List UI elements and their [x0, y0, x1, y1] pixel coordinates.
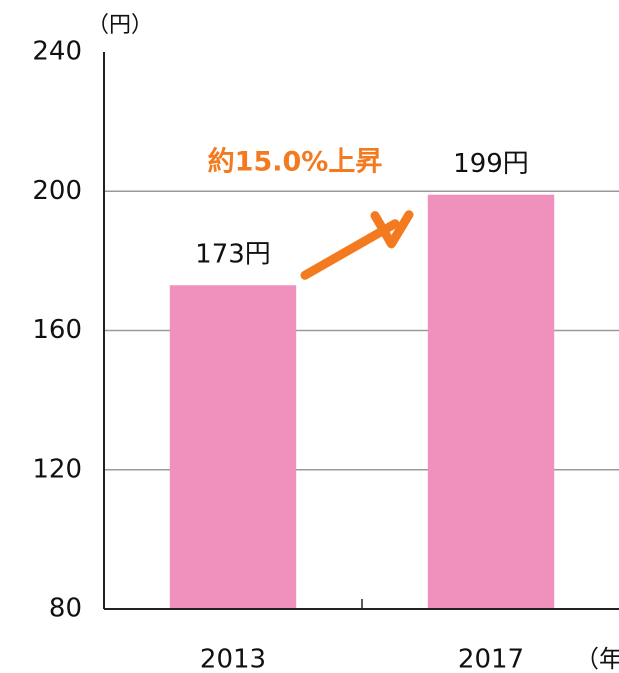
- arrow-head: [370, 210, 414, 249]
- bar: [169, 285, 297, 609]
- value-label: 173円: [195, 240, 271, 270]
- y-tick-label: 200: [32, 176, 82, 206]
- x-tick-label: 2013: [200, 645, 266, 673]
- y-tick-label: 160: [32, 315, 82, 345]
- y-axis-label: （円）: [87, 13, 153, 38]
- value-label: 199円: [453, 149, 529, 179]
- annotation: 約15.0%上昇: [208, 146, 383, 178]
- x-tick-label: 2017: [458, 645, 524, 673]
- y-tick-label: 120: [32, 454, 82, 484]
- y-tick-label: 80: [49, 594, 82, 624]
- x-axis-label: （年: [575, 645, 619, 673]
- bar: [427, 194, 555, 609]
- y-tick-label: 240: [32, 37, 82, 67]
